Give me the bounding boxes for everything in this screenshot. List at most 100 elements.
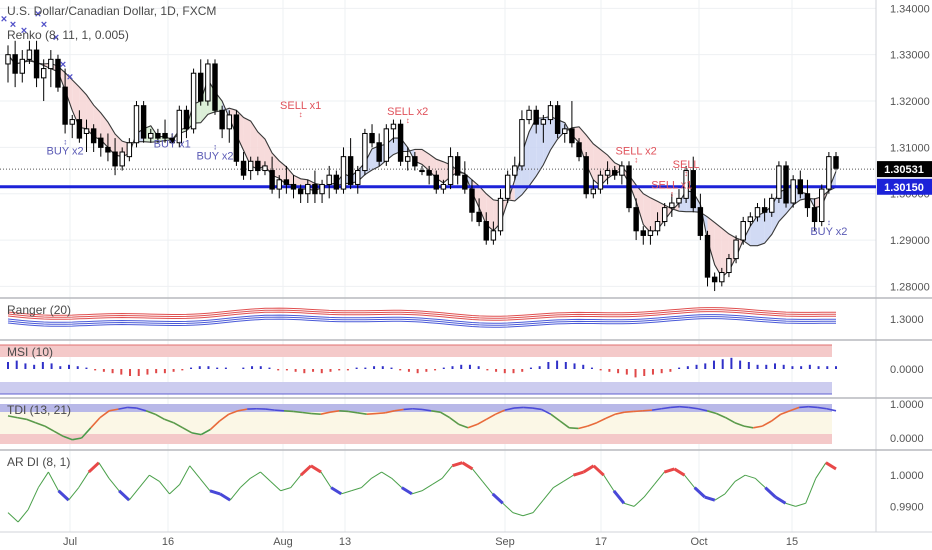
candle-body: [497, 197, 504, 232]
candle-body: [305, 183, 311, 195]
ardi-line-segment: [714, 493, 726, 501]
candle-body: [98, 137, 104, 148]
study-label: Renko (8, 11, 1, 0.005): [7, 28, 129, 42]
tdi-line-segment: [375, 412, 386, 415]
ardi-line-segment: [673, 467, 686, 477]
ardi-line-segment: [482, 481, 494, 495]
ardi-line-segment: [643, 484, 655, 498]
candle-body: [283, 179, 290, 185]
candle-body: [783, 165, 789, 204]
candle-body: [169, 137, 175, 144]
panel-title: AR DI (8, 1): [7, 455, 70, 469]
tdi-line-segment: [743, 425, 754, 429]
candle-body: [612, 170, 618, 176]
candle-body: [340, 156, 347, 190]
candle-body: [205, 63, 211, 102]
buy-signal-label: BUY x1: [154, 139, 191, 151]
candle-body: [654, 221, 661, 232]
signal-x-marker: ×: [10, 19, 16, 31]
ardi-line-segment: [623, 502, 635, 507]
ardi-tick-label: 1.0000: [890, 470, 924, 482]
ma-cloud-segment: [250, 121, 258, 170]
buy-signal-label: BUY x2: [196, 151, 233, 163]
candle-body: [433, 174, 439, 190]
tdi-line-segment: [357, 412, 367, 415]
tdi-line-segment: [26, 418, 36, 424]
x-tick-label: 17: [595, 536, 607, 548]
candle-body: [162, 132, 168, 139]
ardi-line-segment: [582, 464, 595, 474]
y-tick-label: 1.28000: [890, 281, 930, 293]
tdi-line-segment: [17, 416, 27, 421]
ma-cloud-segment: [79, 87, 87, 129]
x-tick-label: 15: [786, 536, 798, 548]
ardi-line-segment: [693, 486, 706, 499]
candle-body: [533, 109, 539, 125]
candle-body: [426, 170, 432, 176]
signal-x-marker: ×: [1, 14, 7, 26]
ardi-line-segment: [381, 471, 392, 479]
tdi-line-segment: [329, 410, 340, 413]
candle-body: [704, 234, 711, 278]
ma-cloud-segment: [257, 131, 265, 170]
candle-body: [554, 105, 561, 134]
ardi-line-segment: [734, 474, 746, 482]
candle-body: [740, 221, 746, 241]
candle-body: [126, 142, 133, 158]
tdi-line-segment: [615, 411, 625, 415]
tdi-line-segment: [439, 411, 451, 419]
level-price-tag-bg: [877, 178, 932, 195]
candle-body: [390, 123, 397, 130]
ardi-line-segment: [138, 474, 150, 488]
ardi-line-segment: [553, 480, 564, 489]
tdi-line-segment: [127, 406, 137, 409]
ardi-line-segment: [108, 477, 120, 492]
ardi-line-segment: [774, 495, 787, 505]
ardi-line-segment: [270, 481, 281, 492]
candle-body: [19, 58, 25, 74]
candle-body: [469, 188, 475, 213]
ardi-line-segment: [260, 471, 271, 482]
ardi-line-segment: [229, 487, 241, 501]
tdi-upper-band: [0, 404, 832, 412]
ranger-band-line: [7, 314, 836, 324]
candle-body: [290, 183, 297, 190]
ardi-line-segment: [290, 474, 302, 488]
candle-body: [112, 151, 118, 167]
tdi-line-segment: [697, 407, 708, 412]
ardi-line-segment: [371, 471, 382, 479]
ardi-line-segment: [573, 470, 585, 477]
ardi-line-segment: [815, 462, 827, 479]
candle-body: [333, 174, 340, 190]
candle-body: [519, 119, 525, 167]
candle-body: [733, 239, 739, 260]
ranger-band-line: [7, 316, 836, 326]
tdi-line-segment: [449, 416, 460, 426]
candle-body: [219, 109, 225, 130]
tdi-line-segment: [550, 413, 561, 422]
ardi-line-segment: [310, 464, 322, 474]
candle-body: [454, 156, 461, 176]
tdi-line-segment: [725, 416, 736, 424]
candle-body: [90, 128, 97, 144]
tdi-line-segment: [458, 423, 469, 429]
tdi-line-segment: [265, 408, 275, 411]
tdi-line-segment: [826, 407, 837, 412]
ardi-line-segment: [118, 489, 131, 502]
signal-x-marker: ×: [35, 8, 41, 20]
candle-body: [376, 142, 382, 162]
y-tick-label: 1.31000: [890, 142, 930, 154]
candle-body: [69, 119, 75, 125]
x-tick-label: Oct: [690, 536, 707, 548]
sell-signal-arrow: ↕: [299, 110, 303, 119]
candle-body: [747, 216, 754, 223]
tdi-lower-band: [0, 434, 832, 444]
candle-body: [761, 207, 768, 213]
ardi-line-segment: [57, 489, 70, 502]
tdi-line-segment: [109, 408, 119, 412]
candle-body: [626, 165, 632, 209]
tdi-line-segment: [136, 407, 147, 412]
tdi-line-segment: [293, 410, 303, 414]
ardi-line-segment: [169, 484, 180, 495]
